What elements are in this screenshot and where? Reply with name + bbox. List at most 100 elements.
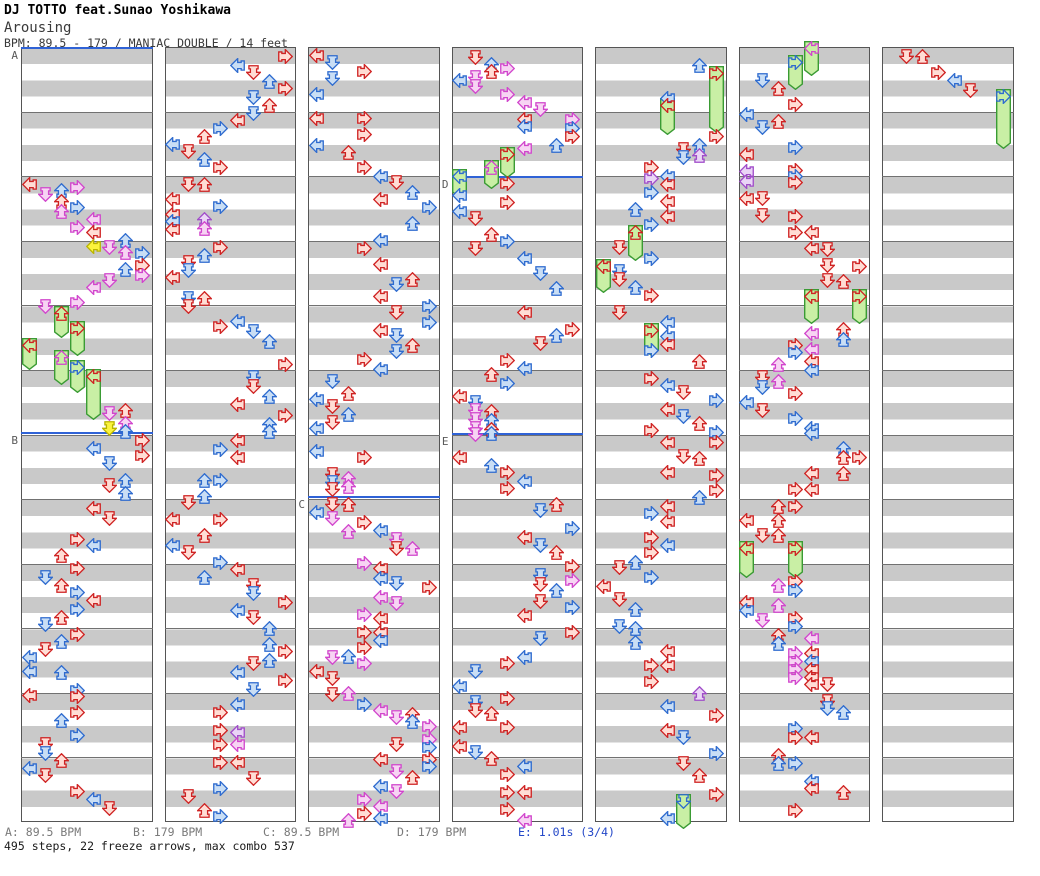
note-arrow-down-icon xyxy=(754,119,772,135)
note-arrow-right-icon xyxy=(356,239,373,257)
note-arrow-right-icon xyxy=(278,671,294,689)
measure-line xyxy=(164,499,296,501)
note-arrow-up-icon xyxy=(260,636,278,652)
note-arrow-up-icon xyxy=(547,544,565,560)
note-arrow-down-icon xyxy=(36,745,54,761)
note-arrow-right-icon xyxy=(213,735,229,753)
note-arrow-down-icon xyxy=(180,298,198,314)
note-arrow-down-icon xyxy=(610,591,628,607)
note-arrow-right-icon xyxy=(421,297,437,315)
note-arrow-right-icon xyxy=(787,617,803,635)
measure-line xyxy=(595,628,727,630)
note-arrow-up-icon xyxy=(339,406,357,422)
note-arrow-up-icon xyxy=(260,620,278,636)
measure-line xyxy=(164,176,296,178)
note-arrow-down-icon xyxy=(244,369,262,385)
measure-line xyxy=(21,434,153,436)
note-arrow-left-icon xyxy=(659,400,675,418)
note-arrow-left-icon xyxy=(803,361,819,379)
note-arrow-up-icon xyxy=(483,457,501,473)
note-arrow-left-icon xyxy=(164,190,180,208)
note-arrow-down-icon xyxy=(467,744,485,760)
note-arrow-right-icon xyxy=(213,119,229,137)
note-arrow-left-icon xyxy=(229,312,245,330)
note-arrow-right-icon xyxy=(644,504,660,522)
note-arrow-down-icon xyxy=(388,736,406,752)
note-arrow-right-icon xyxy=(213,197,229,215)
note-arrow-left-icon xyxy=(516,117,532,135)
note-arrow-left-icon xyxy=(659,642,675,660)
measure-line xyxy=(164,305,296,307)
note-arrow-up-icon xyxy=(834,704,852,720)
note-arrow-up-icon xyxy=(196,527,214,543)
note-arrow-right-icon xyxy=(787,95,803,113)
note-arrow-down-icon xyxy=(754,207,772,223)
note-arrow-down-icon xyxy=(101,510,119,526)
note-arrow-right-icon xyxy=(69,726,86,744)
measure-line xyxy=(738,757,870,759)
note-arrow-down-icon xyxy=(531,593,549,609)
note-arrow-down-icon xyxy=(897,48,915,64)
note-arrow-down-icon xyxy=(818,676,836,692)
note-arrow-up-icon xyxy=(404,713,422,729)
note-arrow-up-icon xyxy=(52,547,70,563)
note-arrow-up-icon xyxy=(483,705,501,721)
note-arrow-right-icon xyxy=(787,409,803,427)
note-arrow-right-icon xyxy=(787,207,803,225)
note-arrow-right-icon xyxy=(852,448,868,466)
note-arrow-right-icon xyxy=(565,571,581,589)
note-arrow-down-icon xyxy=(36,767,54,783)
note-arrow-left-icon xyxy=(372,255,388,273)
measure-line xyxy=(595,434,727,436)
note-arrow-up-icon xyxy=(770,597,788,613)
note-arrow-left-icon xyxy=(372,797,388,815)
legend-item-D: D: 179 BPM xyxy=(397,825,467,839)
note-arrow-down-icon xyxy=(244,378,262,394)
note-arrow-up-icon xyxy=(260,652,278,668)
note-arrow-left-icon xyxy=(659,512,675,530)
note-arrow-left-icon xyxy=(229,601,245,619)
note-arrow-right-icon xyxy=(213,779,229,797)
measure-line xyxy=(308,111,440,113)
note-arrow-right-icon xyxy=(500,145,516,163)
note-arrow-right-icon xyxy=(278,406,294,424)
note-arrow-up-icon xyxy=(626,634,644,650)
note-arrow-up-icon xyxy=(483,63,501,79)
note-arrow-right-icon xyxy=(421,198,437,216)
note-arrow-down-icon xyxy=(467,394,485,410)
note-arrow-up-icon xyxy=(770,356,788,372)
note-arrow-left-icon xyxy=(229,448,245,466)
note-arrow-up-icon xyxy=(691,767,709,783)
note-arrow-down-icon xyxy=(180,494,198,510)
note-arrow-right-icon xyxy=(500,351,516,369)
measure-line xyxy=(882,305,1014,307)
note-arrow-up-icon xyxy=(52,633,70,649)
note-arrow-left-icon xyxy=(85,499,101,517)
note-arrow-down-icon xyxy=(467,426,485,442)
note-arrow-left-icon xyxy=(451,186,467,204)
note-arrow-up-icon xyxy=(196,569,214,585)
note-arrow-down-icon xyxy=(531,567,549,583)
measure-line xyxy=(21,499,153,501)
note-arrow-down-icon xyxy=(531,502,549,518)
note-arrow-up-icon xyxy=(483,425,501,441)
measure-line xyxy=(451,757,583,759)
legend-item-C: C: 89.5 BPM xyxy=(263,825,340,839)
note-arrow-left-icon xyxy=(803,287,819,305)
note-arrow-left-icon xyxy=(85,278,101,296)
note-arrow-left-icon xyxy=(372,190,388,208)
note-arrow-left-icon xyxy=(372,631,388,649)
note-arrow-right-icon xyxy=(421,578,437,596)
note-arrow-right-icon xyxy=(787,801,803,819)
note-arrow-down-icon xyxy=(675,141,693,157)
note-arrow-down-icon xyxy=(244,64,262,80)
note-arrow-down-icon xyxy=(610,263,628,279)
measure-line xyxy=(451,563,583,565)
measure-line xyxy=(595,692,727,694)
note-arrow-up-icon xyxy=(691,415,709,431)
note-arrow-left-icon xyxy=(803,223,819,241)
measure-line xyxy=(21,240,153,242)
measure-line xyxy=(451,305,583,307)
section-line-A xyxy=(21,46,153,49)
note-arrow-down-icon xyxy=(531,335,549,351)
